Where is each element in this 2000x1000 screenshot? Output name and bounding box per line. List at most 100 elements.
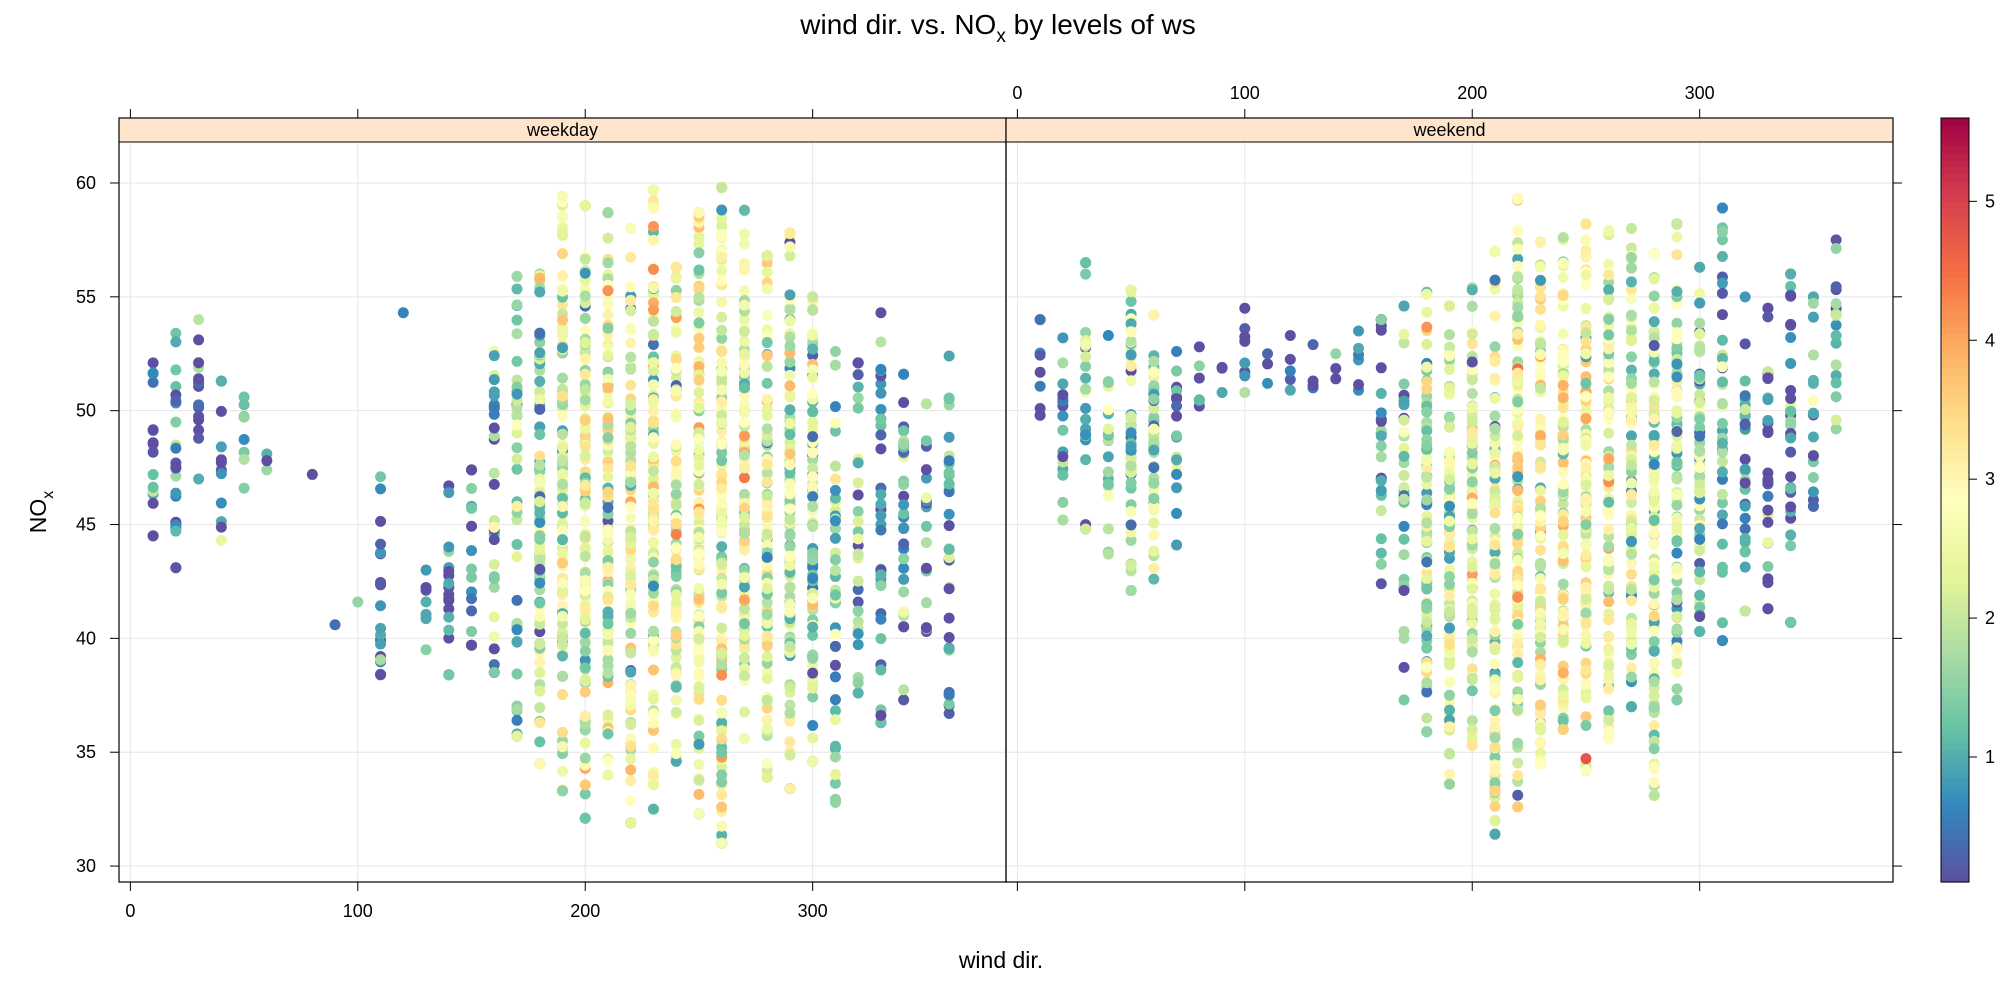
data-point bbox=[420, 644, 432, 656]
data-point bbox=[784, 356, 796, 368]
data-point bbox=[1648, 458, 1660, 470]
data-point bbox=[1671, 562, 1683, 574]
y-tick-label: 50 bbox=[76, 401, 96, 421]
data-point bbox=[716, 251, 728, 263]
data-point bbox=[215, 375, 227, 387]
data-point bbox=[647, 315, 659, 327]
data-point bbox=[1603, 469, 1615, 481]
data-point bbox=[1603, 496, 1615, 508]
data-point bbox=[1580, 506, 1592, 518]
data-point bbox=[670, 589, 682, 601]
data-point bbox=[625, 588, 637, 600]
data-point bbox=[670, 755, 682, 767]
data-point bbox=[943, 612, 955, 624]
data-point bbox=[875, 524, 887, 536]
data-point bbox=[1694, 287, 1706, 299]
data-point bbox=[1807, 486, 1819, 498]
data-point bbox=[1444, 704, 1455, 716]
data-point bbox=[1444, 659, 1455, 671]
data-point bbox=[1512, 591, 1524, 603]
data-point bbox=[1830, 423, 1842, 435]
data-point bbox=[943, 583, 955, 595]
data-point bbox=[1080, 326, 1092, 338]
data-point bbox=[1716, 635, 1728, 647]
data-point bbox=[716, 733, 728, 745]
data-point bbox=[1444, 778, 1455, 790]
data-point bbox=[943, 632, 955, 644]
colorkey-tick-label: 2 bbox=[1985, 608, 1995, 628]
data-point bbox=[1034, 349, 1046, 361]
data-point bbox=[716, 801, 728, 813]
data-point bbox=[1466, 426, 1478, 438]
data-point bbox=[1739, 546, 1751, 558]
data-point bbox=[1444, 446, 1455, 458]
data-point bbox=[1603, 733, 1615, 745]
data-point bbox=[625, 337, 637, 349]
data-point bbox=[1694, 462, 1706, 474]
data-point bbox=[1534, 699, 1546, 711]
data-point bbox=[1671, 218, 1683, 230]
data-point bbox=[1489, 310, 1501, 322]
data-point bbox=[1512, 579, 1524, 591]
data-point bbox=[784, 530, 796, 542]
data-point bbox=[579, 267, 591, 279]
data-point bbox=[647, 803, 659, 815]
data-point bbox=[647, 234, 659, 246]
colorkey-band bbox=[1941, 437, 1969, 446]
data-point bbox=[943, 543, 955, 555]
colorkey-band bbox=[1941, 208, 1969, 216]
data-point bbox=[557, 618, 568, 630]
data-point bbox=[1716, 466, 1728, 478]
colorkey-band bbox=[1941, 673, 1969, 682]
colorkey-band bbox=[1941, 347, 1969, 355]
data-point bbox=[511, 355, 523, 367]
data-point bbox=[920, 597, 932, 609]
data-point bbox=[829, 714, 841, 726]
data-point bbox=[1080, 351, 1092, 363]
data-point bbox=[761, 423, 773, 435]
data-point bbox=[647, 717, 659, 729]
data-point bbox=[829, 796, 841, 808]
colorkey-band bbox=[1941, 645, 1969, 654]
data-point bbox=[738, 618, 750, 630]
data-point bbox=[1807, 500, 1819, 512]
data-point bbox=[1512, 789, 1524, 801]
data-point bbox=[1534, 461, 1546, 473]
data-point bbox=[1080, 372, 1092, 384]
data-point bbox=[1375, 407, 1387, 419]
data-point bbox=[1489, 372, 1501, 384]
data-point bbox=[738, 706, 750, 718]
data-point bbox=[602, 561, 614, 573]
colorkey-band bbox=[1941, 513, 1969, 522]
data-point bbox=[1625, 638, 1637, 650]
colorkey-band bbox=[1941, 298, 1969, 307]
data-point bbox=[761, 250, 773, 262]
data-point bbox=[625, 579, 637, 591]
data-point bbox=[1580, 593, 1592, 605]
data-point bbox=[852, 584, 864, 596]
data-point bbox=[1603, 564, 1615, 576]
data-point bbox=[1489, 539, 1501, 551]
data-point bbox=[1580, 335, 1592, 347]
data-point bbox=[579, 718, 591, 730]
data-point bbox=[829, 640, 841, 652]
data-point bbox=[466, 593, 478, 605]
data-point bbox=[602, 502, 614, 514]
data-point bbox=[693, 646, 705, 658]
data-point bbox=[1716, 497, 1728, 509]
data-point bbox=[625, 379, 637, 391]
data-point bbox=[1489, 447, 1501, 459]
data-point bbox=[1716, 309, 1728, 321]
data-point bbox=[1148, 517, 1160, 529]
data-point bbox=[579, 290, 591, 302]
data-point bbox=[784, 478, 796, 490]
data-point bbox=[557, 468, 568, 480]
data-point bbox=[1671, 536, 1683, 548]
data-point bbox=[784, 550, 796, 562]
data-point bbox=[784, 503, 796, 515]
data-point bbox=[943, 478, 955, 490]
data-point bbox=[488, 422, 500, 434]
data-point bbox=[693, 808, 705, 820]
data-point bbox=[1625, 523, 1637, 535]
colorkey-band bbox=[1941, 361, 1969, 369]
